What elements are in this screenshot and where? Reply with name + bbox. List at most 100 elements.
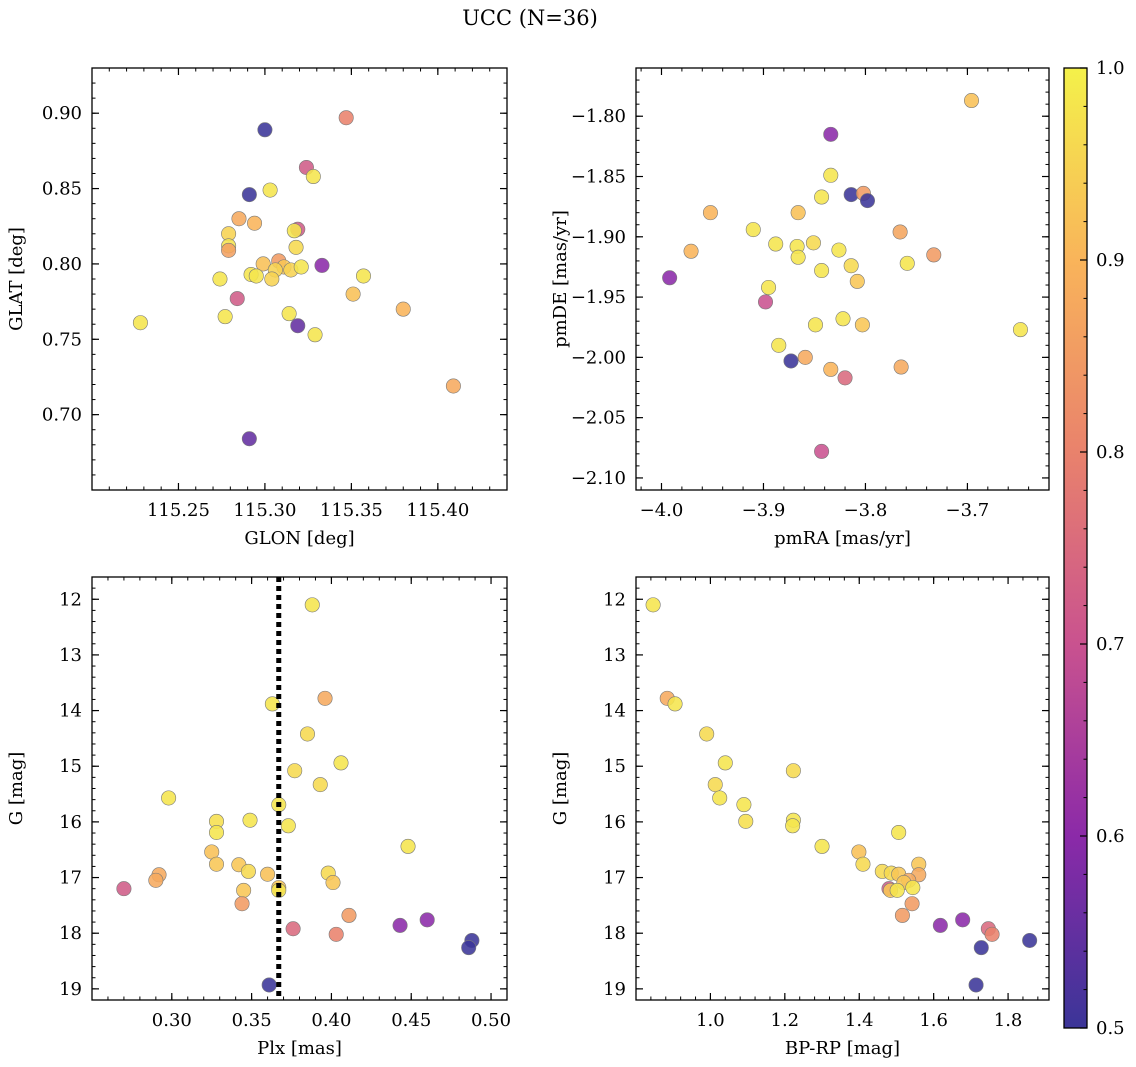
- scatter-point: [894, 907, 910, 923]
- scatter-point: [745, 222, 761, 238]
- y-tick-label: 19: [59, 979, 82, 1000]
- major-ticks: [92, 68, 507, 490]
- y-tick-label: −2.10: [571, 468, 626, 489]
- y-tick-label: −1.95: [571, 287, 626, 308]
- y-tick-label: −1.90: [571, 227, 626, 248]
- scatter-point: [287, 763, 303, 779]
- x-tick-label: 1.6: [919, 1010, 948, 1031]
- scatter-point: [807, 317, 823, 333]
- scatter-point: [771, 337, 787, 353]
- x-tick-label: −3.8: [844, 500, 888, 521]
- scatter-point: [345, 286, 361, 302]
- x-axis-label: Plx [mas]: [257, 1038, 342, 1059]
- y-tick-label: 16: [59, 812, 82, 833]
- scatter-point: [899, 255, 915, 271]
- x-axis-label: BP-RP [mag]: [785, 1038, 900, 1059]
- scatter-point: [823, 167, 839, 183]
- scatter-point: [707, 777, 723, 793]
- x-tick-label: −4.0: [640, 500, 684, 521]
- scatter-point: [445, 378, 461, 394]
- scatter-point: [805, 235, 821, 251]
- scatter-point: [355, 268, 371, 284]
- scatter-point: [241, 431, 257, 447]
- scatter-point: [785, 818, 801, 834]
- x-tick-label: 115.35: [320, 500, 383, 521]
- scatter-point: [905, 880, 921, 896]
- scatter-point: [984, 926, 1000, 942]
- y-tick-label: 19: [603, 979, 626, 1000]
- scatter-point: [285, 921, 301, 937]
- scatter-point: [712, 790, 728, 806]
- scatter-point: [667, 696, 683, 712]
- scatter-point: [955, 912, 971, 928]
- minor-ticks: [92, 67, 508, 491]
- y-tick-label: 14: [59, 701, 82, 722]
- scatter-point: [148, 872, 164, 888]
- scatter-panel-3: 0.30 0.35 0.40 0.45 0.50 12 13 14 15 16 17 18 19 Plx …: [6, 576, 511, 1059]
- scatter-point: [307, 327, 323, 343]
- y-tick-label: −2.05: [571, 408, 626, 429]
- scatter-point: [814, 263, 830, 279]
- scatter-point: [837, 370, 853, 386]
- scatter-point: [823, 361, 839, 377]
- scatter-point: [926, 247, 942, 263]
- major-ticks: [92, 577, 507, 1000]
- scatter-point: [790, 205, 806, 221]
- y-tick-label: 0.75: [42, 329, 82, 350]
- scatter-point: [257, 122, 273, 138]
- scatter-point: [116, 881, 132, 897]
- scatter-point: [849, 273, 865, 289]
- scatter-point: [662, 270, 678, 286]
- data-layer: [132, 110, 461, 447]
- y-tick-label: 0.90: [42, 103, 82, 124]
- y-tick-label: 18: [603, 923, 626, 944]
- x-tick-label: 115.30: [233, 500, 296, 521]
- scatter-point: [783, 353, 799, 369]
- scatter-point: [260, 866, 276, 882]
- scatter-point: [236, 882, 252, 898]
- x-tick-label: 0.45: [391, 1010, 431, 1031]
- x-tick-label: 1.4: [845, 1010, 874, 1031]
- y-axis-label: pmDE [mas/yr]: [550, 210, 571, 348]
- minor-ticks: [92, 576, 508, 1001]
- scatter-point: [305, 169, 321, 185]
- scatter-point: [231, 211, 247, 227]
- scatter-panel-2: −4.0 −3.9 −3.8 −3.7 −2.10 −2.05 −2.00 −1.95 −1.9…: [550, 67, 1050, 549]
- scatter-point: [835, 311, 851, 327]
- scatter-point: [855, 856, 871, 872]
- data-layer: [645, 597, 1038, 993]
- x-tick-label: 115.40: [406, 500, 469, 521]
- scatter-point: [132, 315, 148, 331]
- scatter-point: [831, 242, 847, 258]
- axes-frame: [635, 67, 1050, 491]
- axes-frame: [635, 576, 1050, 1001]
- scatter-point: [768, 236, 784, 252]
- scatter-point: [241, 187, 257, 203]
- x-tick-label: 1.8: [994, 1010, 1023, 1031]
- scatter-point: [814, 838, 830, 854]
- y-tick-label: 16: [603, 812, 626, 833]
- scatter-point: [1022, 932, 1038, 948]
- scatter-point: [261, 977, 277, 993]
- y-tick-label: 15: [59, 756, 82, 777]
- scatter-point: [1012, 322, 1028, 338]
- y-tick-label: 12: [603, 589, 626, 610]
- colorbar-tick-label: 0.9: [1096, 250, 1125, 271]
- scatter-point: [286, 223, 302, 239]
- y-tick-label: −2.00: [571, 347, 626, 368]
- colorbar: 0.5 0.6 0.7 0.8 0.9 1.0: [1063, 58, 1125, 1039]
- scatter-point: [963, 93, 979, 109]
- scatter-point: [419, 912, 435, 928]
- x-tick-label: 0.40: [311, 1010, 351, 1031]
- scatter-point: [758, 294, 774, 310]
- scatter-panel-4: 1.0 1.2 1.4 1.6 1.8 12 13 14 15 16 17 18 19 BP-RP [ma…: [550, 576, 1050, 1059]
- colorbar-frame: [1063, 67, 1088, 1029]
- x-tick-label: 1.2: [771, 1010, 800, 1031]
- scatter-point: [299, 726, 315, 742]
- scatter-point: [212, 271, 228, 287]
- scatter-point: [312, 777, 328, 793]
- y-tick-label: 14: [603, 701, 626, 722]
- scatter-point: [234, 896, 250, 912]
- data-layer: [116, 577, 480, 1000]
